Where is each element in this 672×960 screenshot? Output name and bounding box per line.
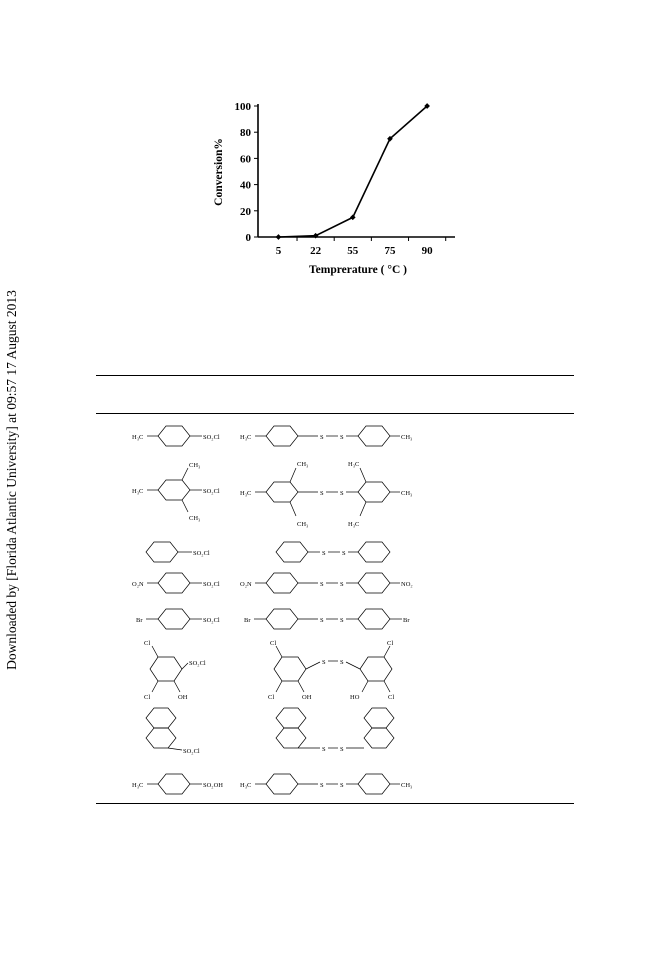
table-row-8-reactant: H₃C SO₂OH: [132, 773, 223, 795]
svg-text:S: S: [320, 490, 324, 497]
svg-text:CH₃: CH₃: [401, 434, 412, 441]
table-row-7-product: S S: [275, 707, 395, 753]
table-row-7-reactant: SO₂Cl: [145, 707, 200, 755]
svg-text:O₂N: O₂N: [240, 581, 252, 588]
svg-text:H₃C: H₃C: [240, 782, 251, 789]
y-axis-label: Conversion%: [213, 138, 225, 206]
y-tick-label: 100: [235, 101, 252, 113]
x-tick-label: 75: [384, 245, 396, 257]
svg-text:Cl: Cl: [270, 640, 276, 647]
svg-text:NO₂: NO₂: [401, 581, 413, 588]
table-row-1-product: H₃C S S CH₃: [240, 425, 412, 447]
svg-text:Cl: Cl: [387, 640, 393, 647]
x-tick-label: 5: [276, 245, 282, 257]
svg-text:S: S: [320, 581, 324, 588]
svg-text:H₃C: H₃C: [132, 488, 143, 495]
svg-text:S: S: [340, 782, 344, 789]
x-tick-label: 22: [310, 245, 322, 257]
svg-text:CH₃: CH₃: [401, 490, 412, 497]
table-row-4-product: O₂N S S NO₂: [240, 572, 413, 594]
svg-text:Br: Br: [403, 617, 410, 624]
svg-text:S: S: [340, 617, 344, 624]
svg-text:S: S: [322, 550, 326, 557]
svg-text:SO₂Cl: SO₂Cl: [193, 550, 210, 557]
svg-text:H₃C: H₃C: [240, 434, 251, 441]
svg-text:SO₂Cl: SO₂Cl: [189, 660, 206, 667]
svg-text:H₃C: H₃C: [348, 521, 359, 528]
download-note: Downloaded by [Florida Atlantic Universi…: [4, 290, 19, 670]
table-top-rule: [96, 375, 574, 376]
data-point: [312, 232, 319, 239]
x-tick-label: 55: [347, 245, 359, 257]
svg-text:OH: OH: [302, 694, 312, 701]
svg-text:OH: OH: [178, 694, 188, 701]
svg-text:SO₂Cl: SO₂Cl: [203, 617, 220, 624]
y-tick-label: 60: [240, 153, 252, 165]
data-point: [349, 214, 356, 221]
svg-text:H₃C: H₃C: [348, 461, 359, 468]
table-row-2-product: H₃C CH₃ CH₃ S S H₃C H₃C CH₃: [240, 461, 412, 528]
table-row-2-reactant: H₃C CH₃ CH₃ SO₂Cl: [132, 462, 220, 522]
table-row-8-product: H₃C S S CH₃: [240, 773, 412, 795]
svg-text:SO₂Cl: SO₂Cl: [203, 488, 220, 495]
svg-text:SO₂Cl: SO₂Cl: [183, 748, 200, 755]
x-axis-label: Temprerature ( °C ): [309, 264, 407, 276]
svg-text:O₂N: O₂N: [132, 581, 144, 588]
svg-text:S: S: [340, 746, 344, 753]
svg-text:CH₃: CH₃: [297, 461, 308, 468]
svg-text:HO: HO: [350, 694, 360, 701]
svg-text:H₃C: H₃C: [240, 490, 251, 497]
y-tick-label: 0: [246, 232, 252, 244]
data-point: [275, 234, 282, 240]
svg-text:S: S: [340, 434, 344, 441]
svg-text:CH₃: CH₃: [189, 462, 200, 469]
table-row-5-product: Br S S Br: [244, 608, 410, 630]
svg-text:S: S: [340, 490, 344, 497]
svg-text:SO₂Cl: SO₂Cl: [203, 581, 220, 588]
svg-text:Br: Br: [244, 617, 251, 624]
table-row-6-product: Cl Cl OH S S Cl Cl HO: [268, 640, 394, 701]
table-row-3-reactant: SO₂Cl: [145, 541, 210, 563]
table-header-rule: [96, 413, 574, 414]
svg-text:CH₃: CH₃: [297, 521, 308, 528]
svg-text:S: S: [322, 659, 326, 666]
svg-text:S: S: [320, 434, 324, 441]
svg-text:S: S: [320, 782, 324, 789]
y-tick-label: 40: [240, 180, 252, 192]
svg-text:H₃C: H₃C: [132, 782, 143, 789]
svg-text:S: S: [342, 550, 346, 557]
svg-text:H₃C: H₃C: [132, 434, 143, 441]
svg-text:S: S: [320, 617, 324, 624]
x-tick-label: 90: [422, 245, 434, 257]
svg-text:Cl: Cl: [144, 640, 150, 647]
data-point: [424, 103, 430, 109]
table-row-6-reactant: Cl Cl OH SO₂Cl: [144, 640, 206, 701]
svg-text:S: S: [322, 746, 326, 753]
svg-text:SO₂OH: SO₂OH: [203, 782, 223, 789]
y-tick-label: 20: [240, 206, 252, 218]
svg-text:CH₃: CH₃: [189, 515, 200, 522]
svg-text:Cl: Cl: [388, 694, 394, 701]
svg-text:CH₃: CH₃: [401, 782, 412, 789]
table-row-5-reactant: Br SO₂Cl: [136, 608, 220, 630]
svg-text:S: S: [340, 581, 344, 588]
svg-text:Br: Br: [136, 617, 143, 624]
table-row-3-product: S S: [275, 541, 391, 563]
svg-text:SO₂Cl: SO₂Cl: [203, 434, 220, 441]
table-row-4-reactant: O₂N SO₂Cl: [132, 572, 220, 594]
y-tick-label: 80: [240, 127, 252, 139]
conversion-temperature-chart: 0 20 40 60 80 100 5 22 55 75 90 Conversion% Tempr…: [213, 101, 455, 276]
svg-text:S: S: [340, 659, 344, 666]
table-row-1-reactant: H₃C SO₂Cl: [132, 425, 220, 447]
data-point: [387, 135, 393, 142]
svg-text:Cl: Cl: [144, 694, 150, 701]
table-bottom-rule: [96, 803, 574, 804]
svg-text:Cl: Cl: [268, 694, 274, 701]
